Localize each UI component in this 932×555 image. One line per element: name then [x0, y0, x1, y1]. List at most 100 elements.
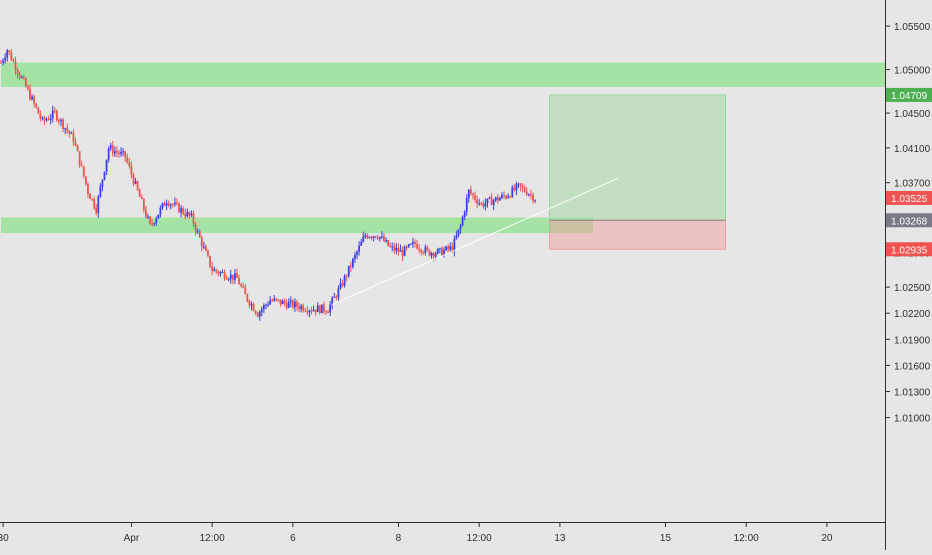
candle-body[interactable]: [358, 245, 361, 252]
candle-body[interactable]: [527, 194, 530, 196]
candle-body[interactable]: [132, 174, 135, 184]
candle-body[interactable]: [480, 203, 483, 205]
candle-body[interactable]: [312, 309, 315, 312]
position-stop-box[interactable]: [549, 219, 726, 250]
candle-body[interactable]: [337, 288, 340, 298]
candle-body[interactable]: [323, 304, 325, 312]
candle-body[interactable]: [142, 199, 145, 210]
candle-body[interactable]: [273, 298, 276, 301]
candle-body[interactable]: [122, 151, 125, 153]
candle-body[interactable]: [519, 183, 522, 187]
candle-body[interactable]: [523, 187, 526, 192]
candle-body[interactable]: [252, 304, 255, 311]
candle-body[interactable]: [254, 310, 257, 314]
candle-body[interactable]: [6, 50, 9, 58]
candle-body[interactable]: [246, 294, 249, 301]
candle-body[interactable]: [58, 120, 60, 122]
candle-body[interactable]: [430, 253, 433, 256]
candle-body[interactable]: [378, 236, 381, 239]
candle-body[interactable]: [391, 246, 394, 248]
candle-body[interactable]: [289, 300, 292, 303]
candle-body[interactable]: [380, 236, 383, 238]
candle-body[interactable]: [341, 283, 344, 286]
candle-body[interactable]: [474, 195, 476, 200]
candle-body[interactable]: [238, 277, 240, 285]
candle-body[interactable]: [403, 246, 406, 256]
candle-body[interactable]: [478, 203, 481, 205]
candle-body[interactable]: [327, 312, 329, 314]
candle-body[interactable]: [225, 278, 228, 280]
candle-body[interactable]: [532, 194, 534, 201]
candle-body[interactable]: [169, 204, 172, 206]
candle-body[interactable]: [271, 300, 274, 302]
candle-body[interactable]: [260, 309, 263, 312]
candle-body[interactable]: [339, 283, 342, 289]
candle-body[interactable]: [463, 211, 466, 217]
candle-body[interactable]: [501, 194, 503, 199]
candle-body[interactable]: [449, 246, 452, 250]
candle-body[interactable]: [465, 198, 468, 212]
candle-body[interactable]: [401, 249, 404, 256]
candle-body[interactable]: [372, 236, 375, 238]
candle-body[interactable]: [335, 296, 338, 298]
candle-body[interactable]: [412, 242, 414, 244]
candle-body[interactable]: [128, 161, 131, 167]
candle-body[interactable]: [120, 151, 122, 155]
candle-body[interactable]: [387, 240, 389, 246]
candle-body[interactable]: [35, 103, 38, 108]
candle-body[interactable]: [74, 142, 77, 146]
candle-body[interactable]: [385, 240, 387, 242]
candle-body[interactable]: [347, 265, 350, 277]
trendline[interactable]: [331, 177, 619, 305]
candle-body[interactable]: [194, 224, 197, 232]
candle-body[interactable]: [76, 145, 79, 152]
candle-body[interactable]: [70, 132, 73, 134]
candle-body[interactable]: [176, 202, 178, 204]
candle-body[interactable]: [434, 253, 437, 257]
candle-body[interactable]: [443, 250, 445, 256]
candle-body[interactable]: [41, 117, 44, 119]
candle-body[interactable]: [33, 96, 36, 104]
candle-body[interactable]: [186, 212, 189, 217]
candle-body[interactable]: [140, 196, 143, 200]
candle-body[interactable]: [211, 266, 214, 272]
candle-body[interactable]: [370, 237, 373, 239]
candle-body[interactable]: [43, 117, 46, 121]
candle-body[interactable]: [432, 253, 435, 257]
candle-body[interactable]: [138, 189, 141, 197]
candle-body[interactable]: [87, 184, 89, 194]
candle-body[interactable]: [428, 250, 431, 256]
candle-body[interactable]: [227, 279, 230, 281]
candle-body[interactable]: [356, 251, 358, 255]
candle-body[interactable]: [16, 70, 19, 74]
candle-body[interactable]: [281, 300, 284, 305]
candle-body[interactable]: [513, 187, 516, 191]
candle-body[interactable]: [207, 250, 209, 256]
candle-body[interactable]: [4, 57, 7, 61]
candle-body[interactable]: [72, 132, 75, 143]
candle-body[interactable]: [275, 298, 278, 300]
position-target-box[interactable]: [549, 94, 726, 221]
candle-body[interactable]: [405, 246, 408, 248]
candle-body[interactable]: [294, 301, 296, 308]
candle-body[interactable]: [109, 145, 112, 149]
candle-body[interactable]: [285, 303, 288, 308]
candle-body[interactable]: [482, 203, 485, 207]
candle-body[interactable]: [173, 202, 176, 205]
candle-body[interactable]: [163, 203, 166, 206]
candle-body[interactable]: [534, 200, 536, 202]
candle-body[interactable]: [283, 300, 286, 304]
candle-body[interactable]: [453, 238, 456, 252]
candle-body[interactable]: [178, 203, 180, 213]
candle-body[interactable]: [486, 198, 489, 204]
candle-body[interactable]: [306, 311, 309, 313]
candle-body[interactable]: [29, 88, 31, 100]
candle-body[interactable]: [161, 203, 164, 208]
candle-body[interactable]: [304, 310, 307, 312]
candle-body[interactable]: [530, 194, 532, 196]
candle-body[interactable]: [496, 197, 499, 201]
candle-body[interactable]: [362, 236, 365, 242]
candle-body[interactable]: [258, 311, 261, 317]
candle-body[interactable]: [397, 247, 400, 252]
candle-body[interactable]: [279, 299, 282, 305]
